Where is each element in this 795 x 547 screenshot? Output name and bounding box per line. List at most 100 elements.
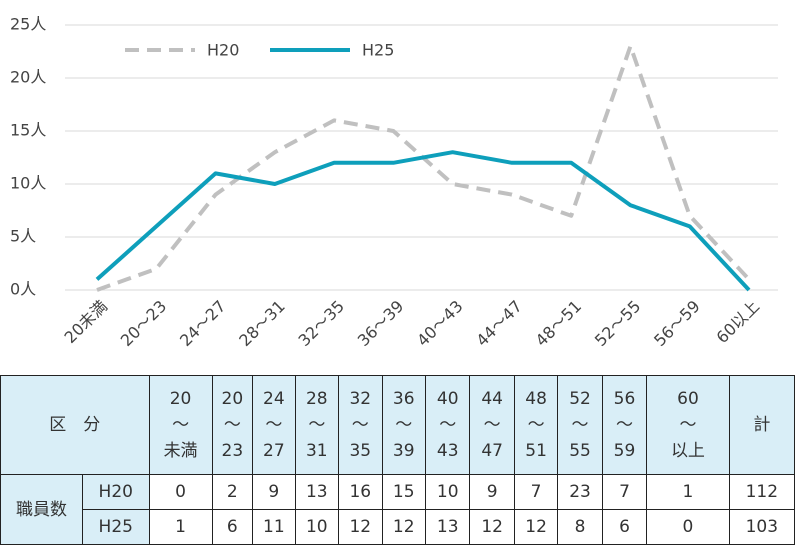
header-line: 40 [436,389,459,409]
cell: 6 [601,509,648,545]
column-header: 20 ～ 23 [211,375,254,475]
header-line: 39 [392,441,415,461]
header-line: 以上 [670,441,705,461]
y-tick-label: 25人 [10,15,46,34]
column-header: 32 ～ 35 [338,375,383,475]
cell: 2 [211,474,254,510]
cell: 112 [728,474,795,510]
y-tick-label: 5人 [10,227,36,246]
header-line: 27 [263,441,285,461]
column-header: 20 ～ 未満 [148,375,213,475]
column-header: 52 ～ 55 [557,375,603,475]
column-header: 44 ～ 47 [469,375,515,475]
data-table: 区 分 20 ～未満 20 ～ 23 24 ～ 27 28 ～ 31 32 ～ 35 36 ～ 39 40 ～ 43 44… [0,375,795,545]
cell: 9 [469,474,515,510]
header-line: ～ [351,415,369,435]
header-line: ～ [679,415,697,435]
x-tick-label: 40～43 [413,297,467,351]
header-line: 47 [481,441,503,461]
header-line: ～ [615,415,633,435]
header-line: ～ [571,415,589,435]
row-label: H20 [81,474,150,510]
series-line [96,44,751,292]
cell: 16 [338,474,383,510]
x-tick-label: 56～59 [650,297,704,351]
column-header: 48 ～ 51 [513,375,559,475]
cell: 10 [424,474,471,510]
header-line: 20 [221,389,244,409]
column-header: 56 ～ 59 [601,375,648,475]
cell: 0 [148,474,213,510]
cell: 23 [557,474,603,510]
header-line: 35 [349,441,372,461]
cell: 13 [424,509,471,545]
header-line: 20 [169,389,192,409]
header-line: 44 [481,389,503,409]
cell: 12 [381,509,426,545]
header-line: ～ [439,415,457,435]
cell: 10 [294,509,340,545]
cell: 1 [646,474,730,510]
y-tick-label: 20人 [10,68,46,87]
header-line: 計 [753,415,771,435]
x-tick-label: 20～23 [117,297,171,351]
header-line: 24 [263,389,285,409]
x-tick-label: 52～55 [591,297,645,351]
cell: 7 [513,474,559,510]
cell: 15 [381,474,426,510]
header-line: 32 [349,389,372,409]
cell: 8 [557,509,603,545]
header-line: 52 [569,389,591,409]
cell: 0 [646,509,730,545]
header-line: ～ [395,415,413,435]
header-line: 31 [305,441,328,461]
column-header: 28 ～ 31 [294,375,340,475]
header-line: 23 [221,441,244,461]
header-line: ～ [308,415,326,435]
cell: 103 [728,509,795,545]
header-line: ～ [172,415,190,435]
header-line: ～ [265,415,283,435]
x-tick-label: 60以上 [713,297,763,347]
y-tick-label: 15人 [10,121,46,140]
column-header: 計 [728,375,795,475]
y-tick-label: 0人 [10,280,36,299]
cell: 1 [148,509,213,545]
cell: 13 [294,474,340,510]
header-line: 59 [613,441,636,461]
header-line: 36 [392,389,415,409]
x-tick-label: 24～27 [176,297,230,351]
header-line: ～ [223,415,241,435]
x-tick-label: 48～51 [532,297,586,351]
x-tick-label: 32～35 [295,297,349,351]
group-label: 職員数 [0,474,83,545]
cell: 6 [211,509,254,545]
y-tick-label: 10人 [10,174,46,193]
header-line: ～ [527,415,545,435]
header-line: ～ [483,415,501,435]
row-label: H25 [81,509,150,545]
header-line: 51 [525,441,547,461]
legend-label: H20 [207,41,239,60]
header-line: 48 [525,389,547,409]
column-header: 40 ～ 43 [424,375,471,475]
header-line: 未満 [163,441,198,461]
cell: 12 [513,509,559,545]
cell: 9 [252,474,296,510]
corner-cell: 区 分 [0,375,150,475]
column-header: 24 ～ 27 [252,375,296,475]
x-tick-label: 36～39 [354,297,408,351]
cell: 7 [601,474,648,510]
chart: 0人 5人 10人 15人 20人 25人 20未満 20～23 24～27 28～31 32～35… [10,15,778,351]
header-line: 60 [677,389,699,409]
header-line: 55 [569,441,591,461]
x-tick-label: 44～47 [472,297,526,351]
x-tick-label: 20未満 [61,297,111,347]
legend-label: H25 [362,41,394,60]
cell: 11 [252,509,296,545]
column-header: 60 ～ 以上 [646,375,730,475]
cell: 12 [469,509,515,545]
x-tick-label: 28～31 [235,297,289,351]
cell: 12 [338,509,383,545]
